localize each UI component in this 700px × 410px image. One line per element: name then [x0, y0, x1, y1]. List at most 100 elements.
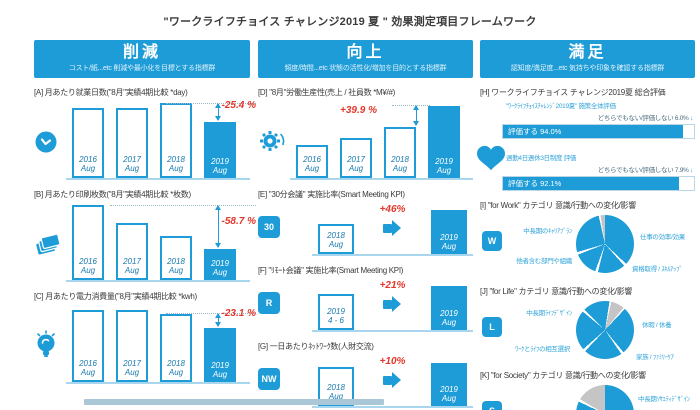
bar-year: 2016 — [303, 154, 321, 164]
bar: 2018 Aug — [384, 126, 416, 179]
bulb-icon — [34, 330, 66, 358]
bar-before: 2019 4 - 6 — [318, 294, 354, 331]
column-satisfaction: 満足 認知度/満足度...etc 気持ちや印象を確認する指標群 [H] ワークラ… — [477, 40, 695, 410]
chart-g-title: [G] 一日あたりﾈｯﾄﾜｰｸ数(人財交流) — [258, 342, 374, 352]
change-label: +21% — [379, 280, 406, 292]
survey-item-label: 週勤4日週休3日制度 評価 — [506, 155, 577, 163]
section-j: [J] "for Life" カテゴリ 意識/行動への変化/影響 L 中長期ﾗｲ… — [480, 287, 695, 361]
bar-year: 2019 — [211, 156, 229, 166]
page-title: "ワークライフチョイス チャレンジ2019 夏 " 効果測定項目フレームワーク — [163, 16, 537, 28]
bar-month: Aug — [80, 164, 96, 173]
bar-highlight: 2019 Aug — [204, 249, 236, 281]
chart-e-bars: 2018 Aug +46% 2019 Aug — [312, 204, 473, 257]
badge-l-icon: L — [482, 317, 502, 338]
bar-after: 2019 Aug — [430, 210, 467, 255]
chart-e: 30 2018 Aug +46% 2019 Aug — [258, 204, 473, 257]
bar: 2016 Aug — [72, 310, 104, 383]
bar-year: 2018 — [167, 154, 185, 164]
bar: 2016 Aug — [72, 205, 104, 281]
delta-arrow-icon — [214, 313, 221, 328]
badge-s-icon: S — [482, 401, 502, 410]
clock-icon — [34, 130, 66, 154]
gear-icon — [258, 128, 290, 154]
bar-year: 2017 — [123, 256, 141, 266]
bar-year: 2018 — [167, 256, 185, 266]
change-label: +10% — [379, 356, 406, 368]
pie-j-title: [J] "for Life" カテゴリ 意識/行動への変化/影響 — [480, 287, 633, 297]
reference-dotted-line — [166, 103, 256, 105]
bar-year: 2017 — [123, 154, 141, 164]
bar-after: 2019 Aug — [430, 286, 467, 331]
section-c: [C] 月あたり電力消費量("8月"実績4期比較 *kwh) 2016 Aug 2… — [34, 292, 256, 385]
column-improvement: 向上 頻度/時間...etc 状態の活性化/増加を目的とする指標群 [D] "8… — [258, 40, 473, 410]
bar-month: Aug — [348, 164, 364, 173]
survey-other-label: どちらでもない/評価しない 7.9% ↓ — [502, 164, 694, 175]
bar-month: Aug — [80, 368, 96, 377]
survey-item-4day-week: 週勤4日週休3日制度 評価 どちらでもない/評価しない 7.9% ↓ 評価する … — [502, 152, 695, 192]
change-label: +46% — [379, 204, 406, 216]
pie-label: ﾜｰｸとﾗｲﾌの相互選択 — [515, 346, 570, 354]
chart-b-bars: 2016 Aug 2017 Aug 2018 Aug 2019 Aug -58.7 % — [66, 202, 256, 283]
survey-bar: 評価する 92.1% — [502, 176, 695, 192]
section-e: [E] "30分会議" 実施比率(Smart Meeting KPI) 30 2… — [258, 190, 473, 257]
bar-year: 2018 — [327, 382, 345, 392]
heart-icon — [476, 144, 506, 172]
bar-month: Aug — [392, 164, 408, 173]
column-header-reduction: 削減 コスト/紙...etc 削減や最小化を目標とする指標群 — [34, 40, 250, 79]
bar-year: 2016 — [79, 256, 97, 266]
bar-month: Aug — [212, 370, 228, 379]
pie-label: 中長期ｿｻｴﾃｨﾃﾞｻﾞｲﾝ — [638, 396, 690, 404]
pie-label: 仕事の効率/効果 — [640, 234, 685, 242]
pie-chart — [576, 215, 634, 274]
section-h: [H] ワークライフチョイス チャレンジ2019夏 総合評価 "ﾜｰｸﾗｲﾌﾁｮ… — [477, 88, 695, 192]
chart-c-title: [C] 月あたり電力消費量("8月"実績4期比較 *kwh) — [34, 292, 197, 302]
bar-month: Aug — [441, 242, 457, 251]
column-reduction: 削減 コスト/紙...etc 削減や最小化を目標とする指標群 [A] 月あたり就… — [34, 40, 256, 385]
bar-month: Aug — [436, 166, 452, 175]
bar: 2016 Aug — [72, 108, 104, 179]
bar-month: Aug — [304, 164, 320, 173]
bar-month: Aug — [212, 166, 228, 175]
bar-month: Aug — [328, 240, 344, 249]
pie-chart — [576, 385, 634, 410]
bar-month: Aug — [168, 164, 184, 173]
down-arrow-icon: ↓ — [690, 167, 693, 175]
column-header-subtitle: コスト/紙...etc 削減や最小化を目標とする指標群 — [68, 65, 216, 73]
pie-label: 家族 / ﾌｧﾐﾘｰｹｱ — [636, 354, 674, 362]
bar-highlight: 2019 Aug — [204, 327, 236, 383]
pie-k-title: [K] "for Society" カテゴリ 意識/行動への変化/影響 — [480, 371, 646, 381]
badge-w-icon: W — [482, 231, 502, 252]
survey-bar: 評価する 94.0% — [502, 124, 695, 140]
bar-month: Aug — [124, 266, 140, 275]
bar: 2018 Aug — [160, 235, 192, 281]
chart-b-title: [B] 月あたり印刷枚数("8月"実績4期比較 *枚数) — [34, 190, 191, 200]
change-annotation: +10% — [379, 352, 406, 406]
bar-month: Aug — [124, 368, 140, 377]
delta-arrow-icon — [214, 103, 221, 122]
down-arrow-icon: ↓ — [690, 115, 693, 123]
right-arrow-icon — [383, 220, 402, 237]
bar-year: 2016 — [79, 154, 97, 164]
bar-before: 2018 Aug — [318, 224, 354, 255]
bar-year: 2017 — [347, 154, 365, 164]
chart-d-title: [D] "8月"労働生産性(売上 / 社員数 *M¥/#) — [258, 88, 395, 98]
chart-c: 2016 Aug 2017 Aug 2018 Aug 2019 Aug -23.1 % — [34, 304, 256, 385]
bar: 2017 Aug — [116, 108, 148, 179]
pie-label: 休暇 / 休養 — [642, 322, 672, 330]
chart-d: 2016 Aug 2017 Aug 2018 Aug 2019 Aug +39.9 % — [258, 100, 473, 181]
chart-a: 2016 Aug 2017 Aug 2018 Aug 2019 Aug -25.4 % — [34, 100, 256, 181]
bar-month: Aug — [168, 266, 184, 275]
pie-i: W 中長期のｷｬﾘｱﾌﾟﾗﾝ 仕事の効率/効果 他者含む部門や組織 資格取得 /… — [480, 213, 695, 277]
column-header-subtitle: 認知度/満足度...etc 気持ちや印象を確認する指標群 — [510, 65, 665, 73]
column-header-title: 満足 — [568, 44, 607, 61]
change-annotation: +21% — [379, 276, 406, 330]
pie-chart — [576, 301, 634, 360]
chart-c-bars: 2016 Aug 2017 Aug 2018 Aug 2019 Aug -23.1 % — [66, 304, 256, 385]
chart-f: R 2019 4 - 6 +21% 2019 Aug — [258, 280, 473, 333]
bar-month: Aug — [441, 394, 457, 403]
chart-a-title: [A] 月あたり就業日数("8月"実績4期比較 *day) — [34, 88, 188, 98]
change-annotation: +46% — [379, 200, 406, 254]
column-header-improvement: 向上 頻度/時間...etc 状態の活性化/増加を目的とする指標群 — [258, 40, 473, 79]
bar: 2017 Aug — [116, 223, 148, 281]
